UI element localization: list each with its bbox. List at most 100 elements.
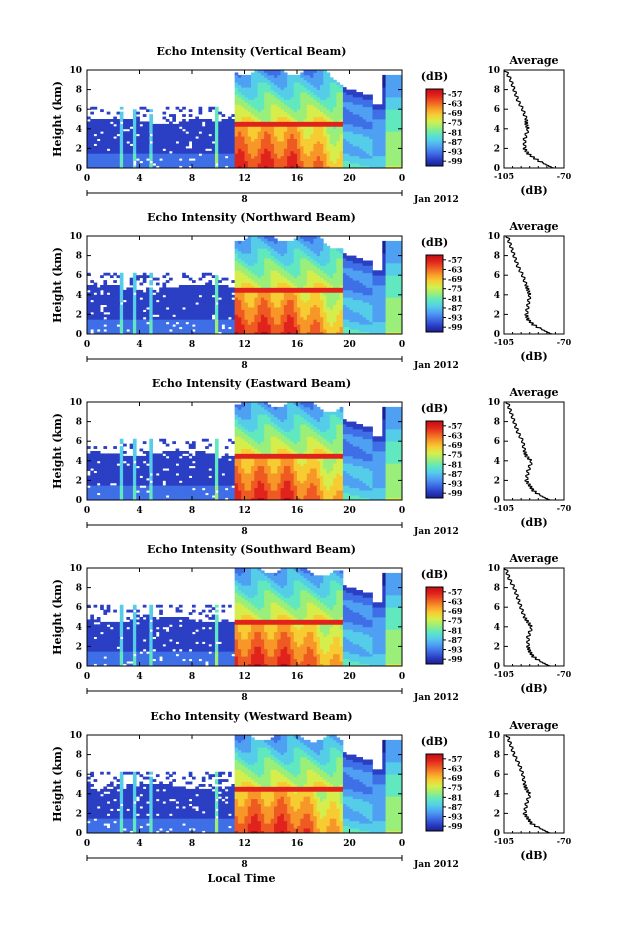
heatmap-cell — [310, 148, 314, 152]
heatmap-cell — [126, 304, 131, 308]
heatmap-cell — [178, 297, 183, 301]
heatmap-cell — [316, 304, 321, 308]
heatmap-cell — [116, 155, 121, 159]
heatmap-cell — [247, 294, 252, 298]
heatmap-cell — [90, 133, 94, 137]
heatmap-cell — [260, 324, 265, 328]
heatmap-cell — [329, 282, 334, 286]
heatmap-cell — [136, 329, 140, 332]
heatmap-cell — [365, 131, 370, 135]
heatmap-cell — [172, 165, 176, 168]
heatmap-cell — [392, 106, 396, 110]
heatmap-cell — [323, 287, 327, 291]
heatmap-cell — [119, 116, 124, 120]
heatmap-cell — [218, 128, 222, 132]
heatmap-cell — [342, 141, 347, 144]
heatmap-cell — [362, 141, 367, 144]
heatmap-cell — [201, 287, 206, 291]
heatmap-cell — [205, 158, 209, 162]
heatmap-cell — [211, 275, 216, 279]
heatmap-cell — [132, 165, 137, 168]
heatmap-cell — [316, 292, 321, 296]
heatmap-cell — [306, 299, 311, 303]
heatmap-cell — [342, 96, 347, 100]
heatmap-cell — [359, 163, 364, 166]
heatmap-cell — [139, 324, 144, 328]
heatmap-cell — [323, 126, 327, 130]
heatmap-cell — [211, 158, 216, 162]
heatmap-cell — [188, 287, 193, 291]
heatmap-cell — [277, 101, 281, 105]
heatmap-cell — [303, 258, 308, 261]
heatmap-cell — [234, 321, 239, 325]
heatmap-cell — [260, 282, 265, 286]
heatmap-cell — [96, 119, 101, 122]
heatmap-cell — [185, 307, 190, 310]
heatmap-cell — [339, 121, 344, 125]
heatmap-cell — [106, 329, 111, 332]
heatmap-cell — [303, 72, 308, 76]
heatmap-cell — [339, 272, 344, 276]
heatmap-cell — [398, 84, 402, 88]
heatmap-cell — [165, 128, 170, 132]
heatmap-cell — [251, 260, 255, 264]
heatmap-cell — [146, 165, 150, 168]
heatmap-cell — [109, 148, 114, 152]
heatmap-cell — [90, 128, 94, 132]
heatmap-cell — [270, 236, 275, 239]
heatmap-cell — [149, 128, 154, 132]
heatmap-cell — [188, 109, 193, 113]
heatmap-cell — [300, 316, 304, 320]
heatmap-cell — [251, 84, 255, 88]
heatmap-cell — [126, 309, 131, 313]
heatmap-cell — [195, 123, 199, 127]
heatmap-cell — [208, 326, 213, 330]
heatmap-cell — [329, 319, 334, 323]
heatmap-cell — [211, 307, 216, 310]
heatmap-cell — [241, 331, 245, 334]
heatmap-cell — [195, 158, 199, 162]
heatmap-cell — [310, 285, 314, 288]
heatmap-cell — [129, 128, 134, 132]
heatmap-cell — [155, 158, 160, 162]
heatmap-cell — [260, 114, 265, 117]
heatmap-cell — [185, 319, 190, 323]
heatmap-cell — [300, 150, 304, 154]
heatmap-cell — [192, 309, 196, 313]
heatmap-cell — [267, 304, 272, 308]
heatmap-cell — [267, 111, 272, 115]
heatmap-cell — [149, 314, 154, 318]
heatmap-cell — [306, 277, 311, 281]
heatmap-cell — [90, 155, 94, 159]
heatmap-cell — [221, 321, 226, 325]
heatmap-cell — [254, 141, 259, 144]
heatmap-cell — [106, 160, 111, 164]
heatmap-cell — [339, 253, 344, 256]
heatmap-cell — [152, 326, 157, 330]
heatmap-cell — [142, 131, 147, 135]
heatmap-cell — [323, 133, 327, 137]
heatmap-cell — [319, 304, 324, 308]
heatmap-cell — [280, 150, 285, 154]
heatmap-cell — [106, 299, 111, 303]
heatmap-cell — [139, 163, 144, 166]
heatmap-cell — [287, 255, 291, 259]
heatmap-cell — [234, 136, 239, 139]
heatmap-cell — [349, 141, 354, 144]
heatmap-cell — [247, 255, 252, 259]
heatmap-cell — [395, 104, 400, 108]
heatmap-cell — [244, 316, 249, 320]
heatmap-cell — [283, 267, 288, 271]
heatmap-cell — [254, 153, 259, 157]
heatmap-cell — [228, 314, 232, 318]
heatmap-cell — [316, 302, 321, 305]
heatmap-cell — [237, 272, 242, 276]
heatmap-cell — [132, 326, 137, 330]
heatmap-cell — [260, 160, 265, 164]
heatmap-cell — [123, 163, 127, 166]
heatmap-cell — [96, 292, 101, 296]
heatmap-cell — [260, 270, 265, 274]
heatmap-cell — [310, 265, 314, 269]
heatmap-cell — [293, 307, 298, 310]
heatmap-cell — [264, 304, 268, 308]
